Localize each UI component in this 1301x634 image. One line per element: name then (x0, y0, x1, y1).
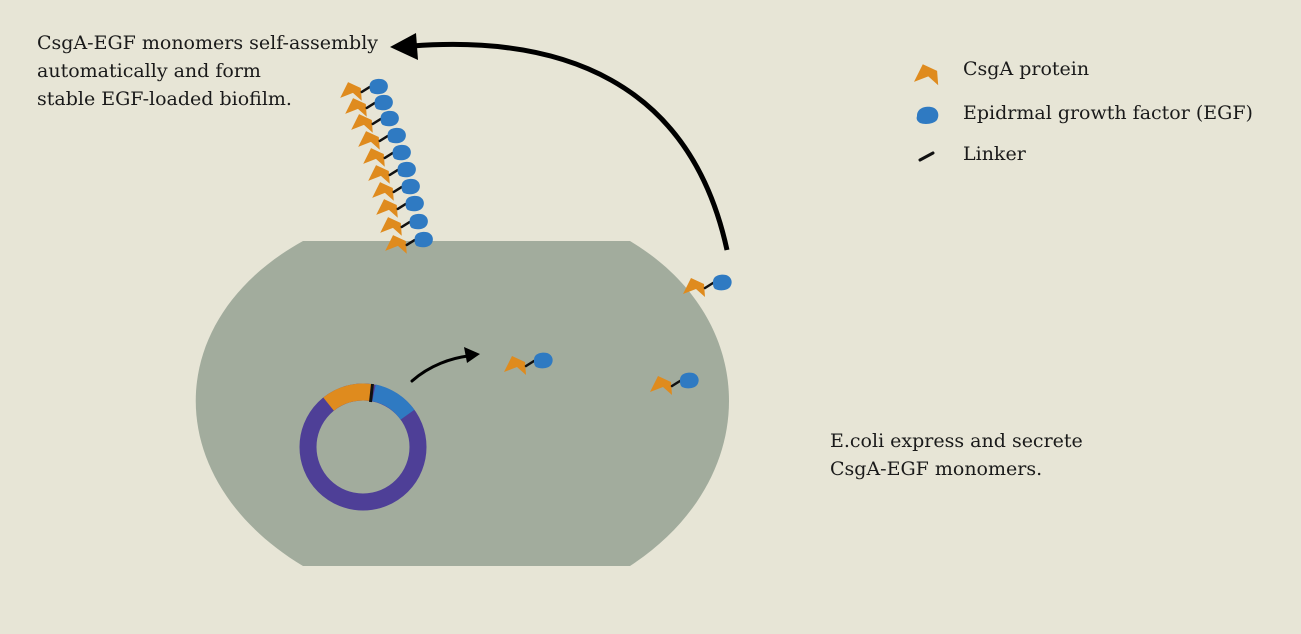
expression-arrow (410, 347, 480, 383)
secretion-caption-line1: E.coli express and secrete (830, 430, 1083, 452)
egf-icon (916, 106, 939, 124)
biofilm-fiber (340, 78, 433, 254)
assembly-caption-line3: stable EGF-loaded biofilm. (37, 88, 292, 110)
legend-icons (914, 64, 939, 162)
csga-egf-monomer (650, 372, 699, 395)
ecoli-cell (195, 241, 729, 566)
csga-egf-monomer (340, 78, 388, 101)
secretion-arrow (390, 33, 730, 251)
csga-egf-monomer (504, 352, 553, 375)
csga-egf-monomer (363, 144, 411, 167)
csga-protein-icon (914, 64, 939, 86)
legend-csga-label: CsgA protein (963, 58, 1090, 80)
csga-egf-monomer (358, 127, 406, 150)
csga-egf-monomer (351, 110, 399, 133)
assembly-caption-line1: CsgA-EGF monomers self-assembly (37, 32, 379, 54)
csga-egf-monomer (376, 195, 424, 218)
csga-egf-monomer (345, 94, 393, 117)
legend-egf-label: Epidrmal growth factor (EGF) (963, 102, 1253, 124)
free-monomers (504, 274, 732, 395)
secretion-caption: E.coli express and secrete CsgA-EGF mono… (830, 427, 1083, 483)
linker-icon (918, 151, 935, 162)
csga-egf-monomer (368, 161, 416, 184)
secretion-caption-line2: CsgA-EGF monomers. (830, 458, 1043, 480)
legend-linker-label: Linker (963, 143, 1026, 165)
plasmid (299, 383, 427, 511)
csga-egf-monomer (380, 213, 428, 236)
csga-egf-monomer (372, 178, 420, 201)
csga-egf-monomer (385, 231, 433, 254)
csga-egf-monomer (683, 274, 732, 297)
assembly-caption-line2: automatically and form (37, 60, 261, 82)
assembly-caption: CsgA-EGF monomers self-assembly automati… (37, 29, 378, 113)
